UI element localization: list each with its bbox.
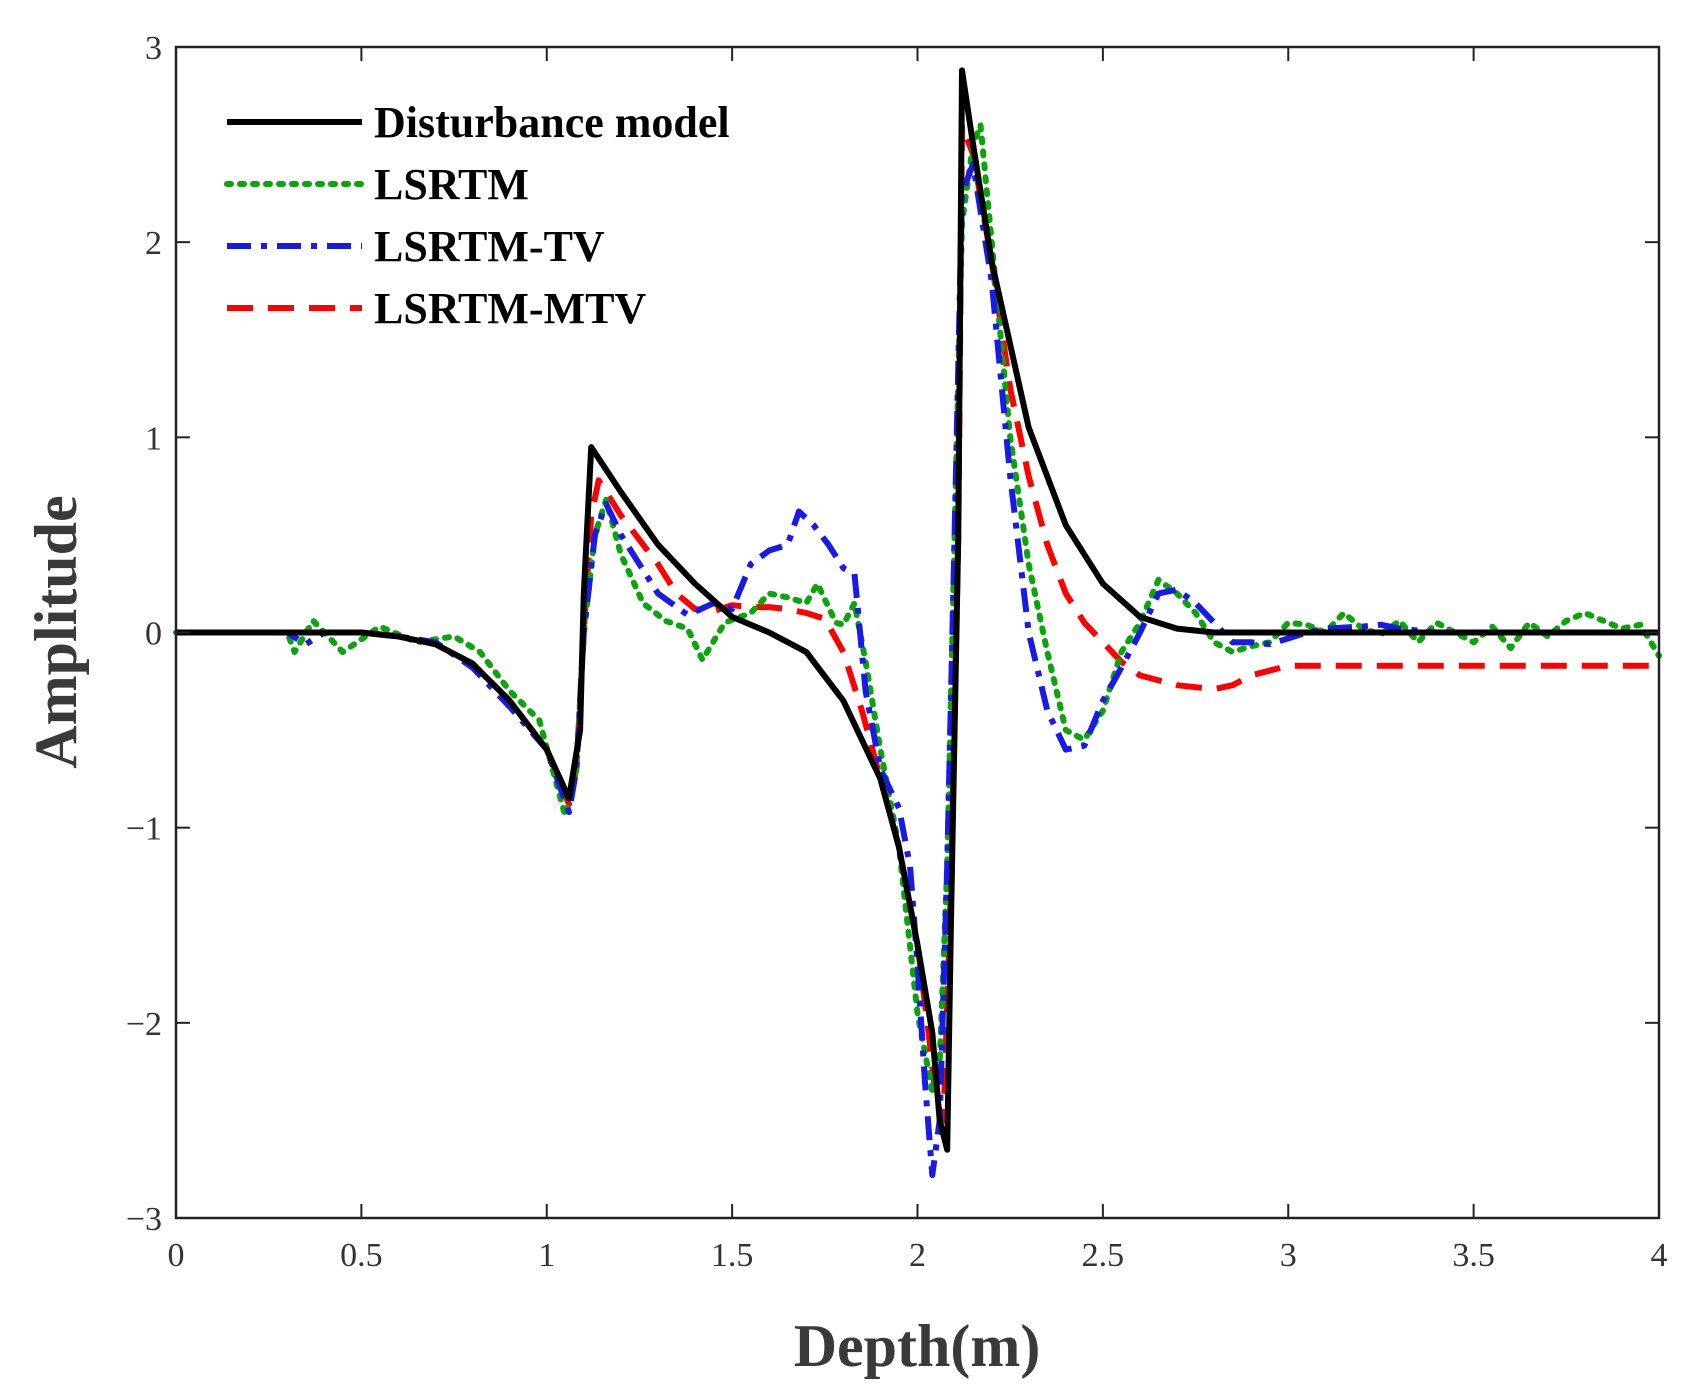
x-tick-label: 3.5 <box>1452 1237 1495 1274</box>
y-tick-label: 1 <box>145 420 162 457</box>
legend-label-lsrtm-tv: LSRTM-TV <box>374 222 605 271</box>
series-layer <box>173 67 1662 1179</box>
x-tick-label: 2.5 <box>1082 1237 1125 1274</box>
y-tick-label: 3 <box>145 30 162 67</box>
x-axis-title: Depth(m) <box>794 1313 1041 1379</box>
x-tick-label: 0.5 <box>340 1237 383 1274</box>
x-tick-label: 2 <box>909 1237 926 1274</box>
x-tick-label: 3 <box>1280 1237 1297 1274</box>
y-tick-label: −1 <box>126 811 162 848</box>
y-tick-label: −3 <box>126 1201 162 1238</box>
series-line-disturbance-model <box>176 67 1659 1153</box>
x-tick-label: 0 <box>168 1237 185 1274</box>
legend-label-lsrtm-mtv: LSRTM-MTV <box>374 284 646 333</box>
legend-label-lsrtm: LSRTM <box>374 160 529 209</box>
y-tick-label: −2 <box>126 1006 162 1043</box>
plot-frame <box>174 45 1661 1220</box>
ticks-layer: 0 0.5 1 1.5 2 2.5 3 3.5 4 −3 −2 −1 0 1 2 3 <box>126 30 1668 1274</box>
y-axis-title: Amplitude <box>23 495 89 768</box>
legend: Disturbance model LSRTM LSRTM-TV LSRTM-MTV <box>224 98 730 333</box>
x-tick-label: 1.5 <box>711 1237 754 1274</box>
y-tick-label: 0 <box>145 616 162 653</box>
y-tick-label: 2 <box>145 225 162 262</box>
x-tick-label: 4 <box>1651 1237 1668 1274</box>
x-tick-label: 1 <box>538 1237 555 1274</box>
legend-label-disturbance-model: Disturbance model <box>374 98 730 147</box>
